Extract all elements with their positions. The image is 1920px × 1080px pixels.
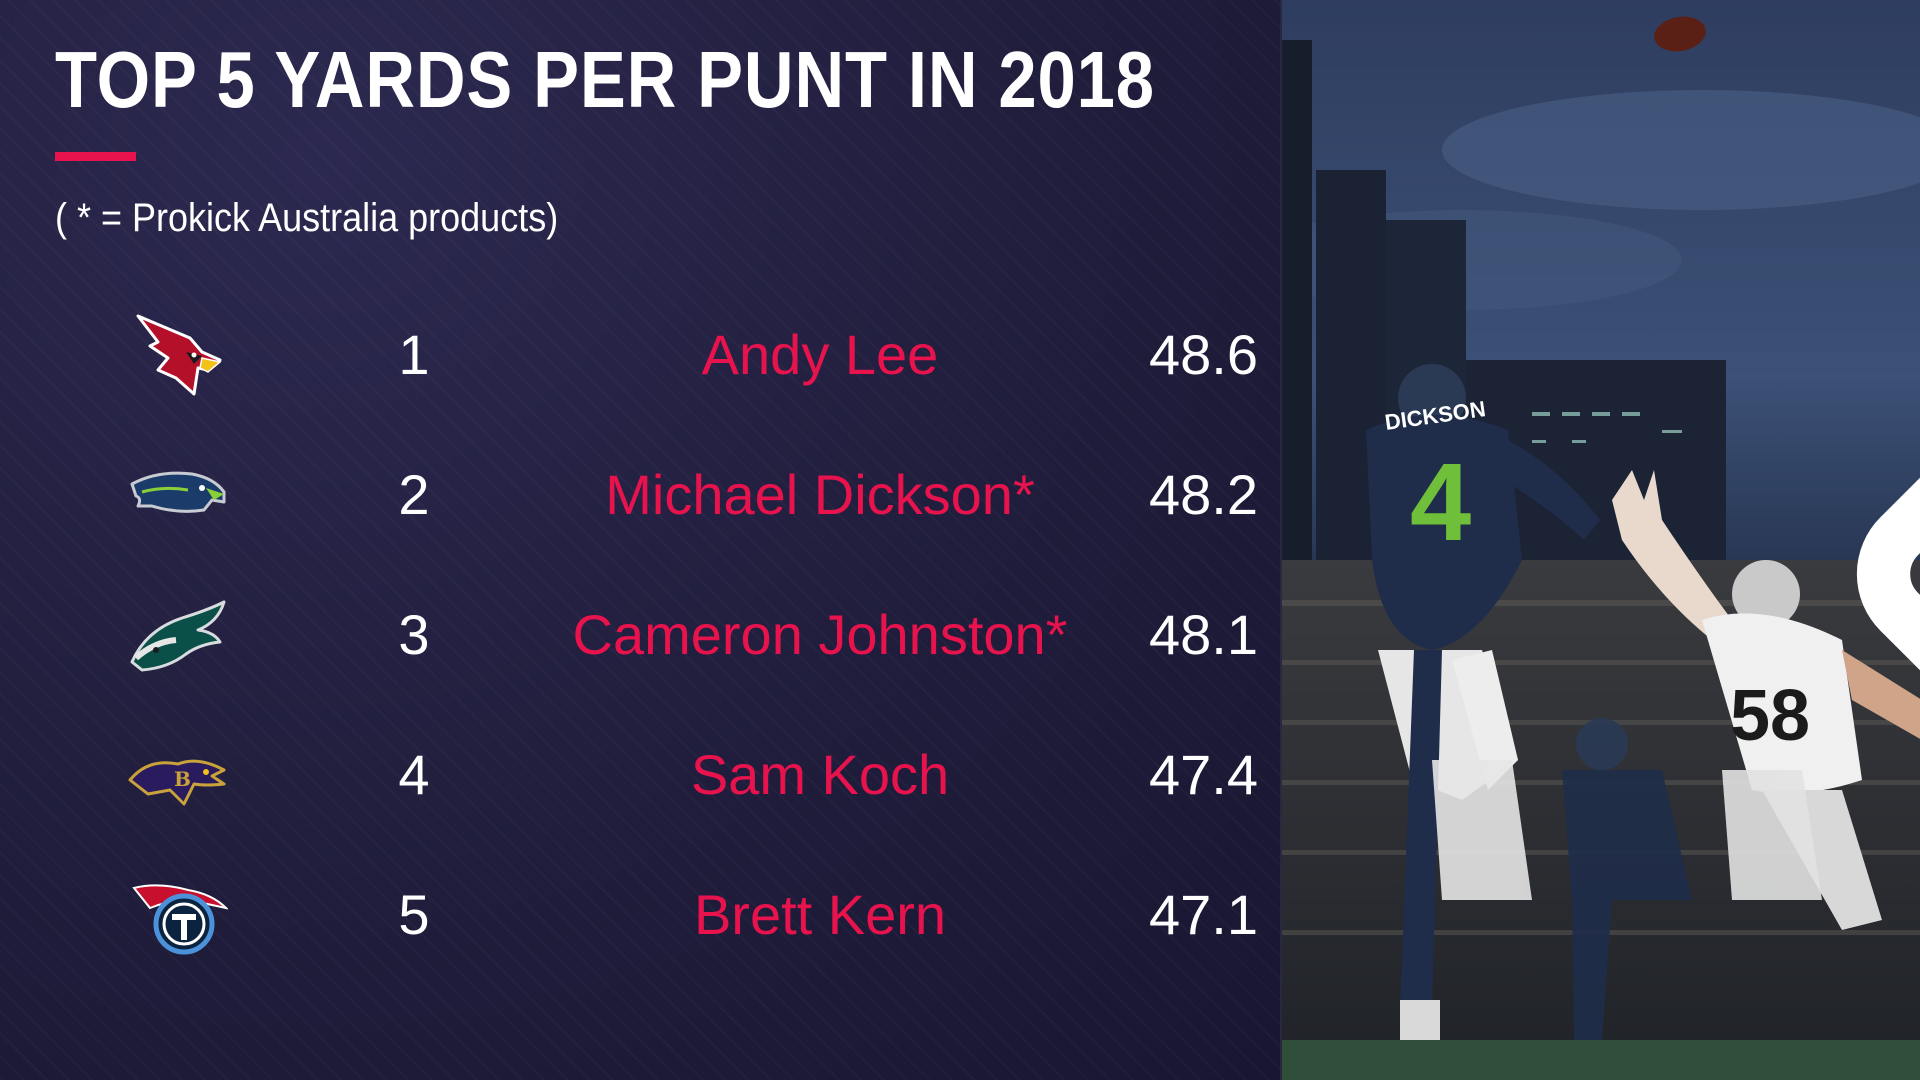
- table-row: 1 Andy Lee 48.6: [0, 300, 1280, 410]
- defender-figure: 58: [1612, 470, 1920, 930]
- punter-figure: DICKSON 4: [1366, 364, 1600, 1040]
- yards-per-punt: 48.2: [1149, 463, 1258, 526]
- rank: 1: [398, 323, 430, 386]
- table-row: 3 Cameron Johnston* 48.1: [0, 580, 1280, 690]
- yards-per-punt: 48.1: [1149, 603, 1258, 666]
- player-name: Brett Kern: [693, 883, 947, 946]
- player-name: Michael Dickson*: [605, 463, 1035, 526]
- yards-per-punt: 48.6: [1149, 323, 1258, 386]
- player-name: Andy Lee: [701, 323, 939, 386]
- yards-per-punt: 47.4: [1149, 743, 1258, 806]
- titans-logo-icon: [128, 868, 230, 962]
- jersey-number: 4: [1410, 441, 1471, 564]
- rank: 5: [398, 883, 430, 946]
- ravens-logo-icon: B: [128, 728, 228, 822]
- player-name: Sam Koch: [690, 743, 950, 806]
- page-title: TOP 5 YARDS PER PUNT IN 2018: [55, 35, 1155, 124]
- rank: 4: [398, 743, 430, 806]
- legend-note: ( * = Prokick Australia products): [55, 196, 559, 240]
- table-row: 2 Michael Dickson* 48.2: [0, 440, 1280, 550]
- eagles-logo-icon: [128, 588, 228, 682]
- brand-logo-icon: [1818, 34, 1920, 856]
- svg-text:B: B: [174, 767, 191, 791]
- yards-per-punt: 47.1: [1149, 883, 1258, 946]
- table-row: 5 Brett Kern 47.1: [0, 860, 1280, 970]
- cardinals-logo-icon: [128, 308, 228, 402]
- player-name: Cameron Johnston*: [572, 603, 1068, 666]
- action-photo: DICKSON 4 58: [1280, 0, 1920, 1080]
- table-row: B 4 Sam Koch 47.4: [0, 720, 1280, 830]
- stats-panel: TOP 5 YARDS PER PUNT IN 2018 ( * = Proki…: [0, 0, 1280, 1080]
- seahawks-logo-icon: [128, 448, 228, 542]
- title-underline: [55, 152, 136, 161]
- rank: 3: [398, 603, 430, 666]
- rank: 2: [398, 463, 430, 526]
- defender-number: 58: [1730, 676, 1810, 756]
